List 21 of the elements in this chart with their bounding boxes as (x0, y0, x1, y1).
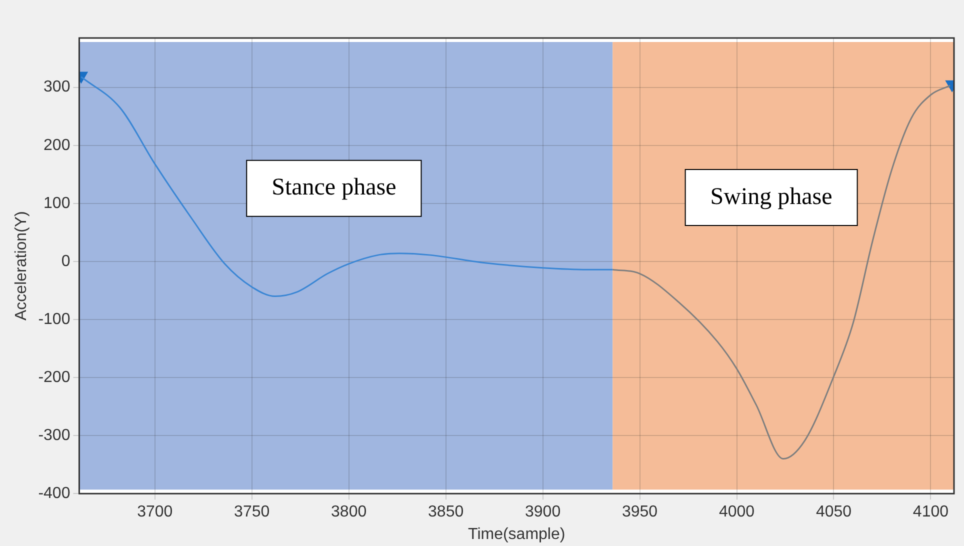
y-tick-label: -400 (38, 485, 70, 502)
band-label: Swing phase (710, 184, 832, 210)
y-tick-label: -300 (38, 426, 70, 444)
x-tick-label: 3900 (525, 504, 561, 521)
x-tick-label: 3850 (428, 504, 464, 521)
y-tick-label: 300 (44, 78, 70, 96)
x-tick-label: 3750 (234, 504, 270, 521)
x-tick-label: 3950 (622, 504, 658, 521)
x-tick-label: 4050 (816, 504, 852, 521)
y-tick-label: 0 (61, 252, 70, 270)
y-tick-label: -100 (38, 310, 70, 328)
y-tick-label: 100 (44, 194, 70, 212)
x-tick-label: 4100 (912, 504, 949, 521)
y-tick-label: 200 (44, 136, 70, 154)
x-tick-label: 3800 (331, 504, 367, 521)
x-tick-label: 3700 (137, 504, 173, 521)
y-axis-title: Acceleration(Y) (13, 211, 30, 320)
y-tick-label: -200 (38, 368, 70, 386)
x-tick-label: 4000 (718, 504, 755, 521)
x-axis-title: Time(sample) (468, 526, 566, 543)
band-label: Stance phase (272, 174, 396, 201)
